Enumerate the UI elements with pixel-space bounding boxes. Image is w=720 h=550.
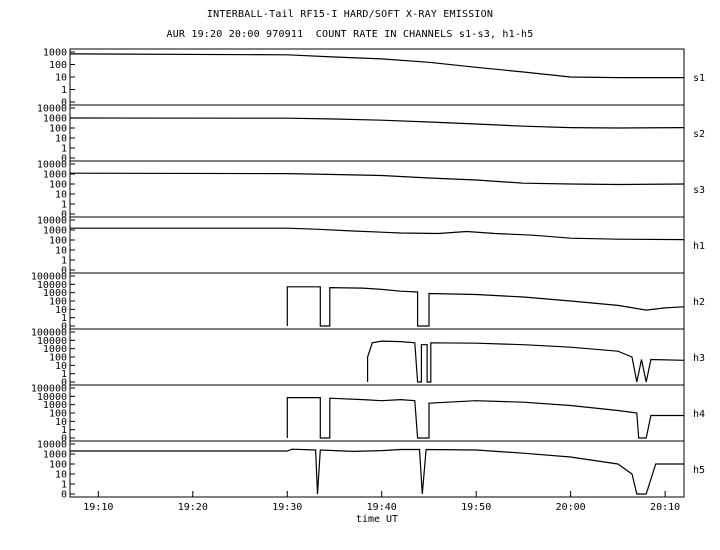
panel-h4-frame <box>69 384 685 442</box>
panel-s2-ytick-label: 10 <box>55 134 67 145</box>
series-line-h1 <box>70 227 685 241</box>
panel-s3-ytick-label: 0 <box>61 210 67 221</box>
x-tick-label: 19:40 <box>367 502 397 513</box>
panel-h4-ytick-label: 0 <box>61 434 67 445</box>
series-line-s2 <box>69 117 685 129</box>
panel-s2-frame <box>69 104 685 162</box>
chart-subtitle: AUR 19:20 20:00 970911 COUNT RATE IN CHA… <box>166 29 534 40</box>
panel-h5-ytick-label: 10 <box>55 470 67 481</box>
panel-label-h5: h5 <box>693 465 705 476</box>
panel-h3-ytick-label: 100 <box>49 353 67 364</box>
x-tick-label: 19:10 <box>83 502 113 513</box>
panel-h2-ytick-label: 100 <box>49 297 67 308</box>
panel-h1-ytick-label: 1 <box>61 256 67 267</box>
panel-label-s2: s2 <box>693 129 705 140</box>
panel-h2-ytick-label: 1 <box>61 313 67 324</box>
panel-h3-ytick-label: 10000 <box>37 336 67 347</box>
panel-s1-ytick-label: 100 <box>49 60 67 71</box>
x-axis-label: time UT <box>356 514 398 525</box>
panel-h3-ytick-label: 0 <box>61 378 67 389</box>
panel-h5-frame <box>69 440 685 498</box>
x-tick-label: 19:30 <box>272 502 302 513</box>
panel-h5-ytick-label: 1000 <box>43 450 67 461</box>
panel-h2-frame <box>69 272 685 330</box>
panel-s3-ytick-label: 1 <box>61 200 67 211</box>
panel-s1-ytick-label: 10 <box>55 73 67 84</box>
x-tick-label: 20:00 <box>556 502 586 513</box>
panel-s3-ytick-label: 10000 <box>37 160 67 171</box>
panel-label-s1: s1 <box>693 73 705 84</box>
panel-h2-ytick-label: 10000 <box>37 280 67 291</box>
panel-h1-frame <box>69 216 685 274</box>
chart-title: INTERBALL-Tail RF15-I HARD/SOFT X-RAY EM… <box>206 9 494 20</box>
panel-h2-ytick-label: 1000 <box>43 288 67 299</box>
panel-s3-frame <box>69 160 685 218</box>
series-line-h2 <box>286 286 685 327</box>
panel-h5-ytick-label: 1 <box>61 480 67 491</box>
panel-h4-ytick-label: 1 <box>61 425 67 436</box>
panel-h2-ytick-label: 100000 <box>31 272 67 283</box>
series-line-h3 <box>367 340 685 383</box>
panel-label-h1: h1 <box>693 241 705 252</box>
panel-h4-ytick-label: 1000 <box>43 400 67 411</box>
panel-h4-ytick-label: 10 <box>55 417 67 428</box>
panel-h2-ytick-label: 0 <box>61 322 67 333</box>
panel-s3-ytick-label: 100 <box>49 180 67 191</box>
x-tick-label: 19:20 <box>178 502 208 513</box>
panel-s2-ytick-label: 1000 <box>43 114 67 125</box>
panel-h2-ytick-label: 10 <box>55 305 67 316</box>
panel-s1-ytick-label: 0 <box>61 98 67 109</box>
panel-h3-ytick-label: 1 <box>61 369 67 380</box>
panel-h5-ytick-label: 10000 <box>37 440 67 451</box>
panel-s2-ytick-label: 1 <box>61 144 67 155</box>
panel-h4-ytick-label: 100 <box>49 409 67 420</box>
panel-s1-ytick-label: 1 <box>61 85 67 96</box>
panel-h1-ytick-label: 0 <box>61 266 67 277</box>
panel-s2-ytick-label: 10000 <box>37 104 67 115</box>
panel-h1-ytick-label: 10000 <box>37 216 67 227</box>
series-line-s3 <box>69 172 685 186</box>
panel-s3-ytick-label: 10 <box>55 190 67 201</box>
series-line-h4 <box>286 397 684 439</box>
series-line-s1 <box>69 53 684 79</box>
panel-label-s3: s3 <box>693 185 705 196</box>
panel-s2-ytick-label: 100 <box>49 124 67 135</box>
panel-s1-ytick-label: 1000 <box>43 48 67 59</box>
x-tick-label: 19:50 <box>461 502 491 513</box>
panel-s3-ytick-label: 1000 <box>43 170 67 181</box>
panel-label-h4: h4 <box>693 409 705 420</box>
panel-h4-ytick-label: 10000 <box>37 392 67 403</box>
series-line-h5 <box>70 448 684 495</box>
panel-h3-ytick-label: 100000 <box>31 328 67 339</box>
x-tick-label: 20:10 <box>650 502 680 513</box>
panel-h5-ytick-label: 100 <box>49 460 67 471</box>
panel-label-h2: h2 <box>693 297 705 308</box>
panel-s2-ytick-label: 0 <box>61 154 67 165</box>
panel-h3-ytick-label: 10 <box>55 361 67 372</box>
panel-h4-ytick-label: 100000 <box>31 384 67 395</box>
panel-h1-ytick-label: 1000 <box>43 226 67 237</box>
panel-h5-ytick-label: 0 <box>61 490 67 501</box>
panel-h3-frame <box>69 328 685 386</box>
panel-h1-ytick-label: 100 <box>49 236 67 247</box>
panel-label-h3: h3 <box>693 353 705 364</box>
panel-h1-ytick-label: 10 <box>55 246 67 257</box>
panel-h3-ytick-label: 1000 <box>43 344 67 355</box>
